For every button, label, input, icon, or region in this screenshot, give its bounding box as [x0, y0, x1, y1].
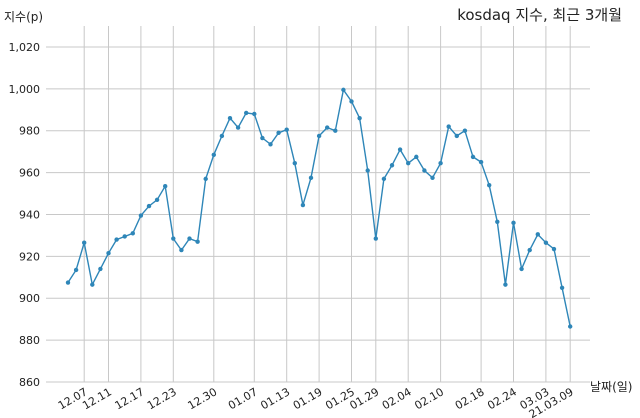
data-point [462, 128, 468, 133]
data-point [73, 267, 79, 273]
data-point [138, 213, 144, 218]
data-point [300, 202, 306, 208]
data-point [292, 160, 297, 166]
data-point [187, 236, 192, 241]
data-point [341, 87, 346, 93]
x-tick-label: 01.13 [258, 385, 292, 412]
data-point [519, 266, 524, 272]
data-point [527, 247, 532, 253]
data-point [495, 219, 500, 224]
data-point [154, 197, 160, 203]
data-point [543, 240, 549, 245]
data-point [276, 130, 281, 135]
data-point [381, 176, 387, 182]
data-point [211, 152, 216, 157]
data-point [98, 266, 103, 272]
data-point [316, 133, 322, 139]
x-tick-label: 02.10 [412, 385, 446, 412]
data-point [325, 125, 330, 130]
x-tick-label: 01.07 [226, 385, 260, 412]
x-tick-label: 12.17 [113, 385, 147, 412]
x-tick-label: 01.19 [291, 385, 325, 412]
data-point [227, 115, 233, 121]
data-point [284, 127, 289, 132]
x-tick-label: 02.04 [380, 385, 414, 412]
data-point [65, 280, 71, 285]
data-point [357, 115, 362, 121]
data-point [430, 175, 435, 181]
data-point [308, 175, 314, 181]
data-point [487, 182, 492, 188]
data-point [90, 282, 95, 287]
data-point [438, 160, 443, 166]
x-tick-label: 02.18 [453, 385, 487, 412]
x-tick-label: 02.24 [485, 385, 519, 412]
x-tick-label: 12.23 [145, 385, 179, 412]
data-point [146, 203, 152, 209]
data-point [163, 184, 168, 189]
data-point [349, 99, 354, 104]
y-tick-label: 900 [19, 292, 40, 305]
data-point [244, 110, 249, 116]
data-point [114, 237, 119, 242]
data-point [333, 128, 338, 133]
data-point [511, 220, 516, 226]
chart-title: kosdaq 지수, 최근 3개월 [457, 6, 622, 24]
data-point [551, 246, 557, 252]
data-point [414, 154, 419, 160]
data-point [179, 247, 184, 253]
data-point [252, 111, 257, 117]
data-point [203, 176, 208, 182]
data-point [470, 154, 476, 160]
data-point [454, 133, 459, 139]
data-point [406, 160, 411, 166]
data-point [235, 125, 241, 130]
data-point [389, 163, 395, 168]
data-point [373, 236, 378, 241]
data-point [422, 168, 427, 173]
data-point [478, 159, 484, 165]
y-tick-label: 860 [19, 376, 40, 389]
y-tick-label: 980 [19, 125, 40, 138]
y-tick-label: 1,020 [9, 41, 41, 54]
data-point [122, 234, 127, 239]
data-point [171, 236, 176, 241]
data-point [568, 324, 573, 329]
data-point [82, 240, 87, 245]
data-point [130, 231, 135, 236]
y-tick-label: 940 [19, 208, 40, 221]
data-point [106, 251, 111, 256]
x-tick-label: 12.30 [186, 385, 220, 412]
data-point [365, 168, 370, 173]
data-point [219, 133, 225, 139]
data-point [268, 142, 273, 147]
y-tick-label: 1,000 [9, 83, 41, 96]
data-point [260, 135, 265, 141]
data-point [195, 239, 200, 244]
data-point [535, 232, 540, 237]
data-point [446, 124, 451, 129]
y-tick-label: 880 [19, 334, 40, 347]
y-tick-label: 960 [19, 167, 40, 180]
data-point [397, 147, 403, 152]
data-point [503, 282, 508, 287]
x-axis-label: 날짜(일) [590, 380, 633, 394]
y-tick-label: 920 [19, 250, 40, 263]
data-point [559, 285, 565, 290]
y-axis-label: 지수(p) [4, 10, 44, 24]
